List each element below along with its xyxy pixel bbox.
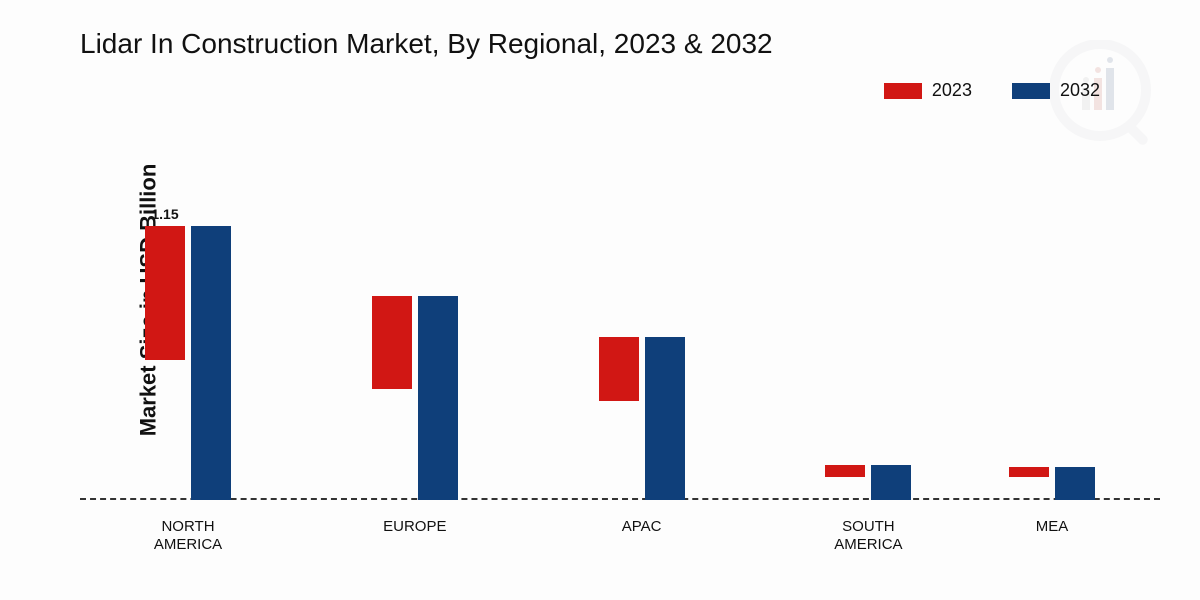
x-tick-label: NORTHAMERICA <box>128 518 248 554</box>
legend-swatch-2023 <box>884 83 922 99</box>
x-tick-label: EUROPE <box>355 518 475 536</box>
bar <box>372 296 412 389</box>
legend-label-2032: 2032 <box>1060 80 1100 101</box>
x-tick-label: APAC <box>582 518 702 536</box>
bar <box>645 337 685 500</box>
bar-group: 1.15 <box>128 226 248 500</box>
legend-item-2023: 2023 <box>884 80 972 101</box>
legend-label-2023: 2023 <box>932 80 972 101</box>
bar <box>191 226 231 500</box>
bar <box>871 465 911 500</box>
bar-value-label: 1.15 <box>151 206 178 222</box>
legend-swatch-2032 <box>1012 83 1050 99</box>
legend-item-2032: 2032 <box>1012 80 1100 101</box>
bar <box>825 465 865 477</box>
x-tick-label: SOUTHAMERICA <box>808 518 928 554</box>
bar-group <box>808 465 928 500</box>
x-axis: NORTHAMERICAEUROPEAPACSOUTHAMERICAMEA <box>80 510 1160 550</box>
chart-title: Lidar In Construction Market, By Regiona… <box>80 28 773 60</box>
bar <box>418 296 458 500</box>
bar-group <box>355 296 475 500</box>
legend: 2023 2032 <box>884 80 1100 101</box>
bar-group <box>992 467 1112 500</box>
plot-area: 1.15 <box>80 150 1160 500</box>
bar-group <box>582 337 702 500</box>
x-tick-label: MEA <box>992 518 1112 536</box>
bar <box>599 337 639 401</box>
bar <box>1055 467 1095 500</box>
bar: 1.15 <box>145 226 185 360</box>
bar <box>1009 467 1049 476</box>
